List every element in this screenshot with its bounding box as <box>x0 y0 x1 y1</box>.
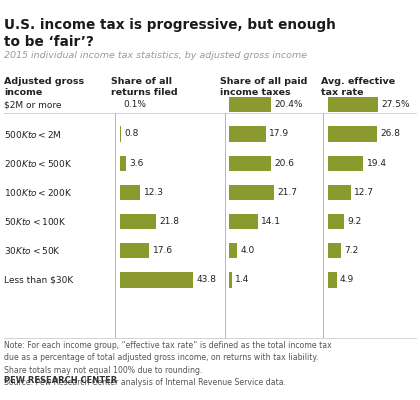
Text: PEW RESEARCH CENTER: PEW RESEARCH CENTER <box>4 376 118 385</box>
Text: 0.8: 0.8 <box>124 130 139 138</box>
Text: 7.2: 7.2 <box>344 246 358 255</box>
Bar <box>120 126 121 142</box>
Text: 17.9: 17.9 <box>269 130 289 138</box>
Text: 2015 individual income tax statistics, by adjusted gross income: 2015 individual income tax statistics, b… <box>4 51 307 60</box>
Text: Adjusted gross
income: Adjusted gross income <box>4 77 84 97</box>
Text: 0.1%: 0.1% <box>123 100 146 109</box>
Text: $100K to <$200K: $100K to <$200K <box>4 187 73 198</box>
Text: 9.2: 9.2 <box>348 217 362 226</box>
Text: 27.5%: 27.5% <box>381 100 410 109</box>
Text: 21.8: 21.8 <box>160 217 180 226</box>
Text: Less than $30K: Less than $30K <box>4 276 74 284</box>
Text: 12.7: 12.7 <box>354 188 374 197</box>
Text: 43.8: 43.8 <box>197 276 217 284</box>
Text: 20.4%: 20.4% <box>274 100 303 109</box>
Text: 19.4: 19.4 <box>367 159 386 168</box>
Text: $200K to <$500K: $200K to <$500K <box>4 158 73 169</box>
Text: 4.9: 4.9 <box>340 276 354 284</box>
Bar <box>229 214 258 229</box>
Text: 1.4: 1.4 <box>235 276 249 284</box>
Text: Share of all paid
income taxes: Share of all paid income taxes <box>220 77 308 97</box>
Bar <box>229 272 232 288</box>
Text: $30K to <$50K: $30K to <$50K <box>4 245 61 256</box>
Bar <box>229 243 237 258</box>
Bar <box>229 97 271 112</box>
Text: 20.6: 20.6 <box>275 159 295 168</box>
Text: 3.6: 3.6 <box>129 159 144 168</box>
Bar <box>120 243 149 258</box>
Bar <box>229 126 266 142</box>
Bar <box>229 185 274 200</box>
Text: 14.1: 14.1 <box>261 217 281 226</box>
Text: 21.7: 21.7 <box>277 188 297 197</box>
Text: 4.0: 4.0 <box>241 246 255 255</box>
Bar <box>328 156 363 171</box>
Bar <box>120 156 126 171</box>
Text: U.S. income tax is progressive, but enough
to be ‘fair’?: U.S. income tax is progressive, but enou… <box>4 18 336 49</box>
Text: Share of all
returns filed: Share of all returns filed <box>111 77 178 97</box>
Bar <box>328 185 351 200</box>
Text: 26.8: 26.8 <box>380 130 400 138</box>
Text: $2M or more: $2M or more <box>4 100 62 109</box>
Bar <box>328 272 336 288</box>
Bar <box>328 214 344 229</box>
Bar <box>328 97 378 112</box>
Text: 12.3: 12.3 <box>144 188 164 197</box>
Text: Avg. effective
tax rate: Avg. effective tax rate <box>321 77 395 97</box>
Bar <box>328 243 341 258</box>
Text: $50K to <$100K: $50K to <$100K <box>4 216 67 227</box>
Text: Note: For each income group, “effective tax rate” is defined as the total income: Note: For each income group, “effective … <box>4 341 332 387</box>
Bar <box>120 185 140 200</box>
Text: $500K to <$2M: $500K to <$2M <box>4 128 62 140</box>
Bar <box>120 214 156 229</box>
Bar <box>120 272 193 288</box>
Bar <box>328 126 377 142</box>
Bar <box>229 156 271 171</box>
Text: 17.6: 17.6 <box>152 246 173 255</box>
